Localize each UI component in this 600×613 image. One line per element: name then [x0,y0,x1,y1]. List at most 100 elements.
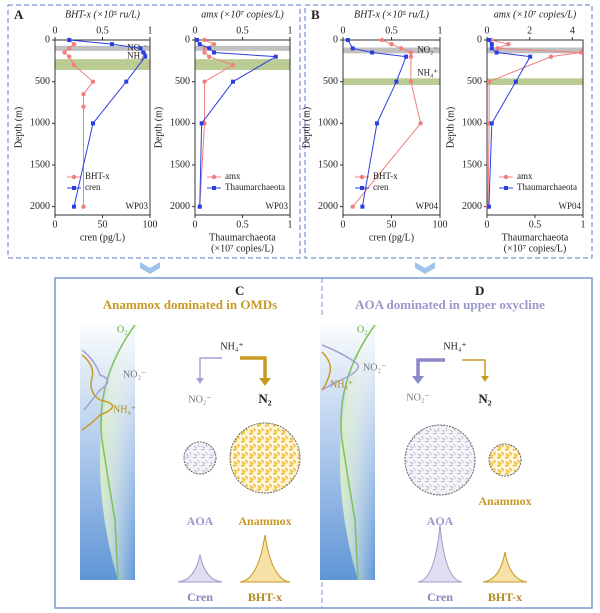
marker [345,38,350,42]
nh4-label: NH₄⁺ [113,404,136,415]
x-axis-label: cren (pg/L) [80,232,125,243]
band [195,59,290,70]
y-tick-label: 2000 [170,201,190,212]
aoa-cell [183,441,217,475]
plot-frame [342,39,441,216]
x-axis-label: Thaumarchaeota [209,232,276,243]
marker [370,50,375,55]
x2-axis-label: amx (×10⁷ copies/L) [494,9,577,20]
marker [404,54,409,59]
legend-marker [359,174,365,180]
marker [207,54,212,59]
y-axis-label: Depth (m) [445,107,456,148]
legend-label: amx [517,171,533,181]
y-tick-label: 0 [185,34,190,45]
y-tick-label: 1500 [170,159,190,170]
aoa-cell [404,424,476,496]
marker [486,204,491,209]
bht-label: BHT-x [248,590,282,604]
x-tick-label: 100 [143,219,158,230]
marker [197,204,202,209]
marker [389,41,394,47]
legend-marker [212,186,216,190]
panel-label: A [14,7,24,22]
bht-peak [239,534,291,583]
panel-label: D [475,283,484,298]
x2-tick-label: 0 [53,25,58,36]
band [343,47,440,54]
marker [81,91,86,97]
arrow [140,262,160,274]
marker [578,50,584,55]
y-tick-label: 0 [333,34,338,45]
marker [548,54,554,59]
band-label: NO₂⁻ [417,44,438,54]
marker [486,38,491,42]
legend-label: BHT-x [373,171,398,181]
x-tick-label: 0 [341,219,346,230]
marker [489,46,494,51]
marker [495,46,500,51]
cren-label: Cren [427,590,453,604]
legend-marker [72,186,76,190]
marker [71,41,77,47]
marker [202,79,207,84]
cren-label: Cren [187,590,213,604]
bht-label: BHT-x [488,590,522,604]
marker [513,79,518,84]
no2-label: NO₂⁻ [363,362,386,373]
x2-tick-label: 0 [193,25,198,36]
band-label: NH₄⁺ [127,51,148,61]
x-tick-label: 0 [485,219,490,230]
anammox-cell [488,443,522,477]
y-tick-label: 0 [477,34,482,45]
marker [212,50,216,55]
band [55,45,150,51]
marker [141,50,146,55]
y-tick-label: 1000 [30,118,50,129]
y-tick-label: 0 [45,34,50,45]
y-axis-label: Depth (m) [153,107,164,148]
marker [194,38,199,42]
x-tick-label: 0 [53,219,58,230]
y-tick-label: 2000 [318,201,338,212]
x-tick-label: 0.5 [529,219,542,230]
marker [350,46,355,51]
x-tick-label: 50 [387,219,397,230]
marker [379,37,384,43]
nh4-curve [81,354,114,431]
marker [110,42,114,47]
marker [90,79,96,84]
marker [350,204,355,209]
x2-tick-label: 1 [288,25,293,36]
no2: NO₂⁻ [406,392,429,403]
marker [91,121,95,126]
y-tick-label: 500 [175,76,190,87]
o2-label: O₂ [117,324,128,335]
x-tick-label: 1 [581,219,586,230]
band-label: NO₂⁻ [127,42,148,52]
legend-label: BHT-x [85,171,110,181]
no2-label: NO₂⁻ [123,369,146,380]
legend-label: Thaumarchaeota [517,182,577,192]
no2-curve [81,349,109,411]
no2-curve [321,344,360,391]
legend-label: cren [85,182,101,192]
x2-tick-label: 2 [527,25,532,36]
anammox-label: Anammox [238,514,291,528]
cren-peak [417,524,463,583]
marker [528,54,533,59]
marker [67,46,72,51]
x2-axis-label: BHT-x (×10⁵ ru/L) [65,9,141,20]
diagram-d: D AOA dominated in upper oxycline O₂ NO₂… [320,283,545,604]
annotation: WP04 [559,201,582,211]
marker [408,79,414,84]
x2-tick-label: 0.5 [236,25,249,36]
x-tick-label: 0 [193,219,198,230]
legend-label: amx [225,171,241,181]
marker [124,79,129,84]
marker [211,41,217,47]
y-tick-label: 500 [323,76,338,87]
